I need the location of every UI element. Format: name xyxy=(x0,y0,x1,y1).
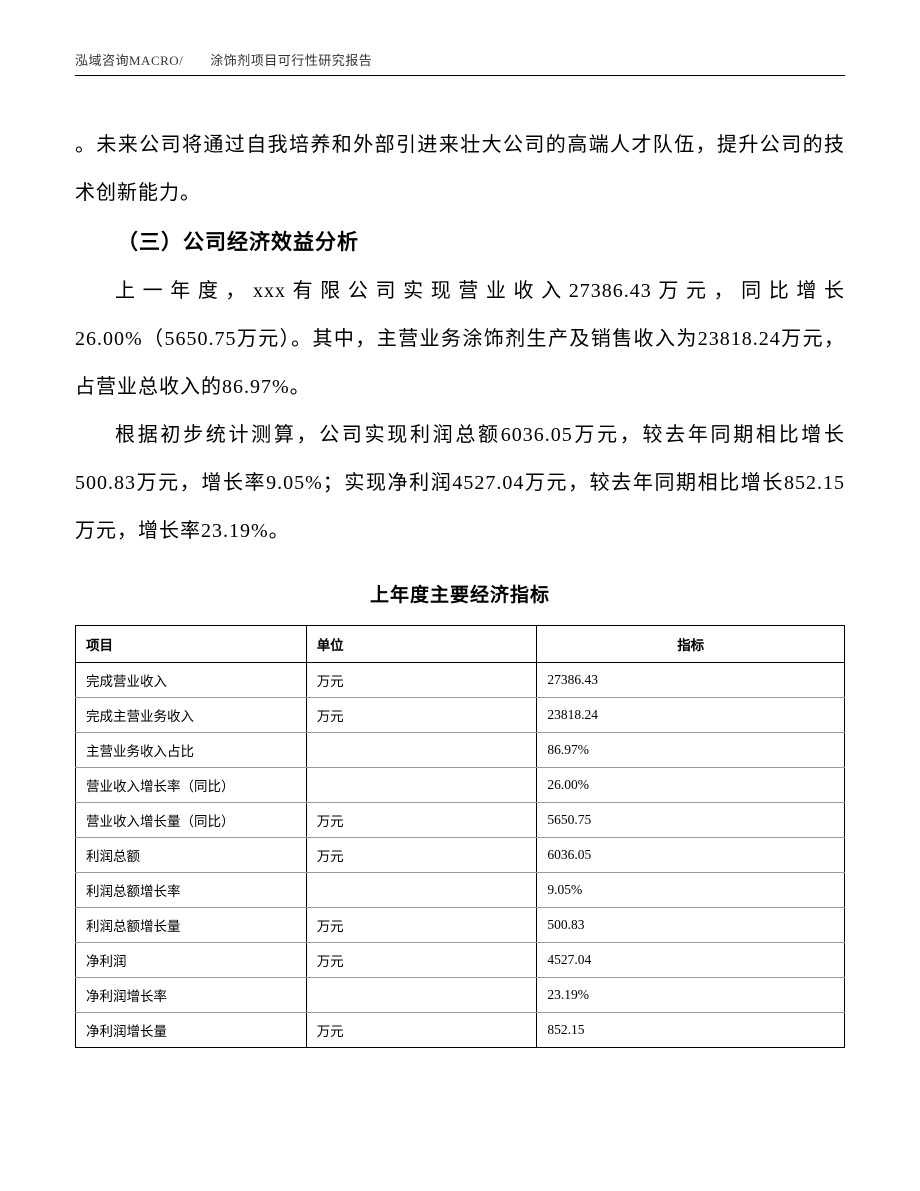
cell-value: 9.05% xyxy=(537,873,845,908)
table-header-item: 项目 xyxy=(76,626,307,663)
table-row: 完成营业收入 万元 27386.43 xyxy=(76,663,845,698)
table-row: 净利润增长量 万元 852.15 xyxy=(76,1013,845,1048)
cell-value: 27386.43 xyxy=(537,663,845,698)
cell-value: 26.00% xyxy=(537,768,845,803)
cell-item: 净利润 xyxy=(76,943,307,978)
paragraph-2: 上一年度，xxx有限公司实现营业收入27386.43万元，同比增长26.00%（… xyxy=(75,267,845,411)
table-row: 完成主营业务收入 万元 23818.24 xyxy=(76,698,845,733)
table-row: 营业收入增长率（同比） 26.00% xyxy=(76,768,845,803)
table-header-unit: 单位 xyxy=(306,626,537,663)
cell-value: 86.97% xyxy=(537,733,845,768)
cell-item: 净利润增长量 xyxy=(76,1013,307,1048)
cell-unit: 万元 xyxy=(306,698,537,733)
cell-item: 主营业务收入占比 xyxy=(76,733,307,768)
cell-item: 完成主营业务收入 xyxy=(76,698,307,733)
table-title: 上年度主要经济指标 xyxy=(75,580,845,607)
cell-item: 净利润增长率 xyxy=(76,978,307,1013)
cell-item: 营业收入增长量（同比） xyxy=(76,803,307,838)
table-row: 净利润增长率 23.19% xyxy=(76,978,845,1013)
cell-unit: 万元 xyxy=(306,838,537,873)
cell-value: 23.19% xyxy=(537,978,845,1013)
cell-item: 利润总额增长率 xyxy=(76,873,307,908)
cell-unit xyxy=(306,978,537,1013)
cell-value: 6036.05 xyxy=(537,838,845,873)
cell-value: 23818.24 xyxy=(537,698,845,733)
table-row: 营业收入增长量（同比） 万元 5650.75 xyxy=(76,803,845,838)
paragraph-1: 。未来公司将通过自我培养和外部引进来壮大公司的高端人才队伍，提升公司的技术创新能… xyxy=(75,121,845,217)
cell-item: 营业收入增长率（同比） xyxy=(76,768,307,803)
cell-item: 利润总额增长量 xyxy=(76,908,307,943)
cell-unit xyxy=(306,733,537,768)
page-header: 泓域咨询MACRO/ 涂饰剂项目可行性研究报告 xyxy=(75,50,845,76)
cell-value: 500.83 xyxy=(537,908,845,943)
cell-unit: 万元 xyxy=(306,943,537,978)
table-row: 利润总额增长率 9.05% xyxy=(76,873,845,908)
cell-unit: 万元 xyxy=(306,803,537,838)
table-header-value: 指标 xyxy=(537,626,845,663)
cell-item: 利润总额 xyxy=(76,838,307,873)
cell-unit: 万元 xyxy=(306,908,537,943)
economic-indicators-table: 项目 单位 指标 完成营业收入 万元 27386.43 完成主营业务收入 万元 … xyxy=(75,625,845,1048)
cell-unit: 万元 xyxy=(306,1013,537,1048)
section-heading: （三）公司经济效益分析 xyxy=(75,217,845,267)
cell-value: 4527.04 xyxy=(537,943,845,978)
cell-unit xyxy=(306,873,537,908)
table-row: 利润总额增长量 万元 500.83 xyxy=(76,908,845,943)
cell-unit xyxy=(306,768,537,803)
cell-unit: 万元 xyxy=(306,663,537,698)
table-row: 利润总额 万元 6036.05 xyxy=(76,838,845,873)
table-header-row: 项目 单位 指标 xyxy=(76,626,845,663)
cell-value: 5650.75 xyxy=(537,803,845,838)
paragraph-3: 根据初步统计测算，公司实现利润总额6036.05万元，较去年同期相比增长500.… xyxy=(75,411,845,555)
table-row: 净利润 万元 4527.04 xyxy=(76,943,845,978)
table-row: 主营业务收入占比 86.97% xyxy=(76,733,845,768)
cell-item: 完成营业收入 xyxy=(76,663,307,698)
cell-value: 852.15 xyxy=(537,1013,845,1048)
header-text: 泓域咨询MACRO/ 涂饰剂项目可行性研究报告 xyxy=(75,53,372,68)
